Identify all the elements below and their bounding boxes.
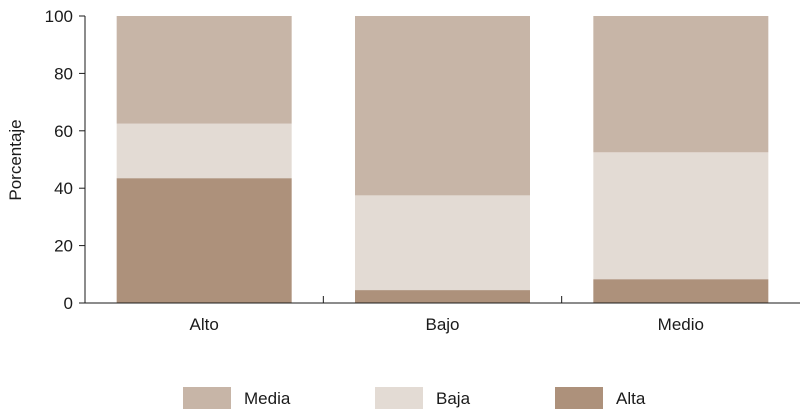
x-tick-label-alto: Alto [190,315,219,334]
x-tick-label-medio: Medio [658,315,704,334]
bar-alta-bajo [355,290,530,303]
y-tick-label-60: 60 [54,122,73,141]
y-tick-label-40: 40 [54,179,73,198]
bar-media-bajo [355,16,530,196]
bar-baja-alto [116,123,292,179]
bar-baja-bajo [355,195,530,291]
y-axis-label: Porcentaje [6,119,25,200]
bar-alta-medio [593,279,769,303]
y-tick-label-20: 20 [54,237,73,256]
legend-label-alta: Alta [616,389,646,408]
legend-swatch-media [183,387,231,409]
bar-media-medio [593,16,769,153]
legend-swatch-baja [375,387,423,409]
axes-layer: 0 20 40 60 80 100 Alto Bajo Medio [45,7,800,334]
legend-label-baja: Baja [436,389,471,408]
bar-media-alto [116,16,292,124]
bars-layer [116,16,769,303]
bar-baja-medio [593,152,769,280]
y-tick-label-0: 0 [64,294,73,313]
legend-label-media: Media [244,389,291,408]
y-tick-label-100: 100 [45,7,73,26]
legend: Media Baja Alta [183,387,646,409]
y-tick-label-80: 80 [54,64,73,83]
x-tick-label-bajo: Bajo [425,315,459,334]
legend-swatch-alta [555,387,603,409]
bar-alta-alto [116,178,292,303]
